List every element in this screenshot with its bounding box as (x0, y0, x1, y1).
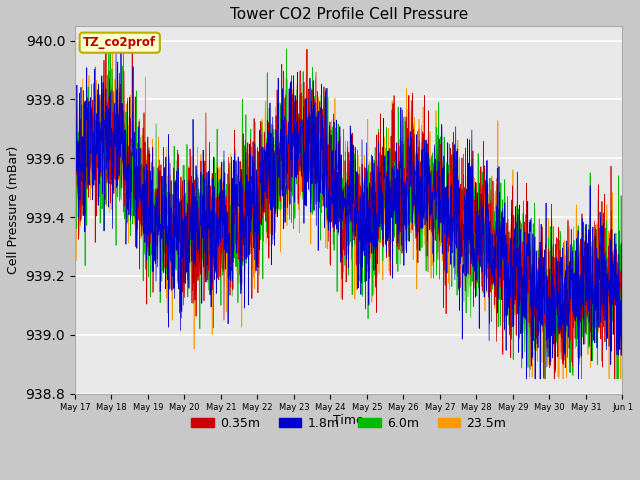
X-axis label: Time: Time (333, 414, 364, 427)
23.5m (323, 180, 331, 185)
1.8m (338, 255, 346, 261)
6.0m (536, 376, 544, 382)
23.5m (604, 290, 611, 296)
0.35m (550, 376, 558, 382)
0.35m (604, 299, 611, 304)
Line: 0.35m: 0.35m (75, 49, 623, 379)
Y-axis label: Cell Pressure (mBar): Cell Pressure (mBar) (7, 145, 20, 274)
0.35m (502, 264, 510, 270)
23.5m (109, 47, 116, 52)
Line: 6.0m: 6.0m (75, 49, 623, 379)
23.5m (71, 161, 79, 167)
1.8m (619, 296, 627, 302)
6.0m (603, 239, 611, 244)
1.8m (604, 336, 611, 341)
Line: 23.5m: 23.5m (75, 49, 623, 379)
23.5m (502, 323, 510, 329)
23.5m (619, 258, 627, 264)
1.8m (323, 85, 331, 91)
0.35m (323, 142, 331, 147)
1.8m (603, 271, 611, 276)
6.0m (71, 201, 79, 207)
Title: Tower CO2 Profile Cell Pressure: Tower CO2 Profile Cell Pressure (230, 7, 468, 22)
0.35m (619, 337, 627, 343)
0.35m (99, 133, 107, 139)
6.0m (502, 235, 510, 240)
Text: TZ_co2prof: TZ_co2prof (83, 36, 156, 49)
1.8m (117, 47, 125, 52)
6.0m (604, 288, 611, 293)
23.5m (556, 376, 563, 382)
6.0m (105, 47, 113, 52)
0.35m (338, 230, 346, 236)
0.35m (603, 277, 611, 283)
6.0m (323, 173, 331, 179)
6.0m (619, 330, 627, 336)
23.5m (338, 192, 346, 198)
1.8m (523, 376, 531, 382)
23.5m (603, 202, 611, 208)
1.8m (71, 147, 79, 153)
1.8m (502, 275, 510, 281)
1.8m (99, 111, 107, 117)
0.35m (102, 47, 110, 52)
Line: 1.8m: 1.8m (75, 49, 623, 379)
6.0m (338, 176, 346, 182)
Legend: 0.35m, 1.8m, 6.0m, 23.5m: 0.35m, 1.8m, 6.0m, 23.5m (186, 412, 511, 435)
23.5m (99, 101, 107, 107)
6.0m (99, 112, 107, 118)
0.35m (71, 142, 79, 148)
